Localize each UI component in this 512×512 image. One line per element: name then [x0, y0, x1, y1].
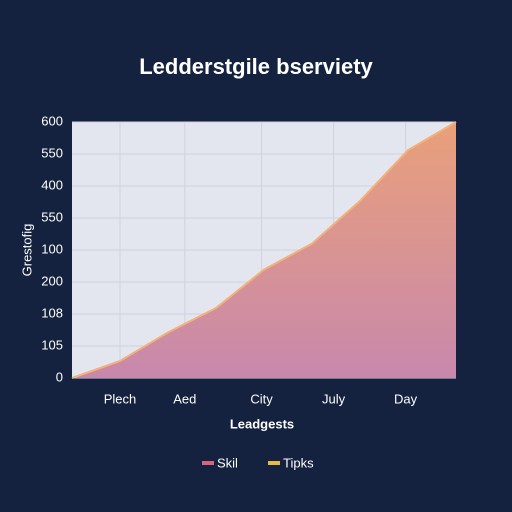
x-tick-label: Day	[394, 391, 418, 406]
y-tick-label: 200	[41, 273, 63, 288]
legend-label: Tipks	[283, 455, 314, 470]
y-tick-label: 600	[41, 113, 63, 128]
y-tick-label: 0	[56, 369, 63, 384]
y-tick-label: 108	[41, 305, 63, 320]
y-tick-label: 100	[41, 241, 63, 256]
legend-label: Skil	[217, 455, 238, 470]
y-tick-label: 105	[41, 337, 63, 352]
x-tick-label: Plech	[104, 391, 137, 406]
legend-swatch	[202, 461, 214, 465]
x-tick-label: City	[250, 391, 273, 406]
area	[72, 122, 456, 378]
chart-title: Ledderstgile bserviety	[139, 54, 373, 79]
x-axis-label: Leadgests	[230, 416, 294, 431]
y-tick-label: 550	[41, 209, 63, 224]
area-line	[71, 121, 457, 379]
y-tick-label: 550	[41, 145, 63, 160]
y-axis-label: Grestofig	[19, 224, 34, 277]
y-tick-label: 400	[41, 177, 63, 192]
x-tick-label: Aed	[173, 391, 196, 406]
x-tick-label: July	[322, 391, 346, 406]
legend-swatch	[268, 461, 280, 465]
